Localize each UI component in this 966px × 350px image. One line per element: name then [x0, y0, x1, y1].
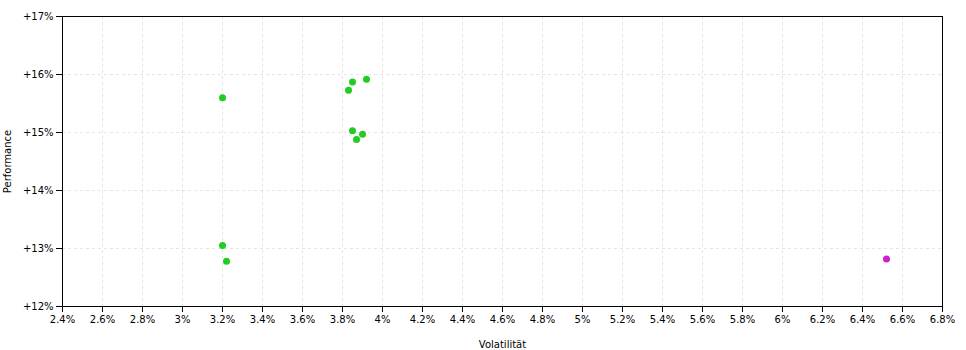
svg-text:3.8%: 3.8%	[330, 314, 355, 325]
svg-text:3%: 3%	[175, 314, 191, 325]
svg-text:2.4%: 2.4%	[50, 314, 75, 325]
svg-text:3.4%: 3.4%	[250, 314, 275, 325]
svg-text:+17%: +17%	[23, 11, 54, 22]
svg-text:3.6%: 3.6%	[290, 314, 315, 325]
svg-text:4.4%: 4.4%	[450, 314, 475, 325]
svg-text:2.8%: 2.8%	[130, 314, 155, 325]
svg-text:6.8%: 6.8%	[930, 314, 955, 325]
svg-text:6.2%: 6.2%	[810, 314, 835, 325]
svg-text:4.8%: 4.8%	[530, 314, 555, 325]
svg-text:5%: 5%	[575, 314, 591, 325]
svg-text:4.6%: 4.6%	[490, 314, 515, 325]
svg-text:2.6%: 2.6%	[90, 314, 115, 325]
svg-text:+15%: +15%	[23, 127, 54, 138]
svg-text:5.6%: 5.6%	[690, 314, 715, 325]
svg-text:3.2%: 3.2%	[210, 314, 235, 325]
svg-text:6.4%: 6.4%	[850, 314, 875, 325]
svg-text:6%: 6%	[775, 314, 791, 325]
svg-text:Performance: Performance	[2, 130, 13, 193]
svg-text:+12%: +12%	[23, 301, 54, 312]
svg-text:+13%: +13%	[23, 243, 54, 254]
svg-text:4%: 4%	[375, 314, 391, 325]
svg-text:Volatilität: Volatilität	[479, 339, 526, 350]
svg-text:+16%: +16%	[23, 69, 54, 80]
svg-text:+14%: +14%	[23, 185, 54, 196]
svg-text:5.2%: 5.2%	[610, 314, 635, 325]
svg-text:5.8%: 5.8%	[730, 314, 755, 325]
svg-text:5.4%: 5.4%	[650, 314, 675, 325]
svg-text:4.2%: 4.2%	[410, 314, 435, 325]
svg-text:6.6%: 6.6%	[890, 314, 915, 325]
